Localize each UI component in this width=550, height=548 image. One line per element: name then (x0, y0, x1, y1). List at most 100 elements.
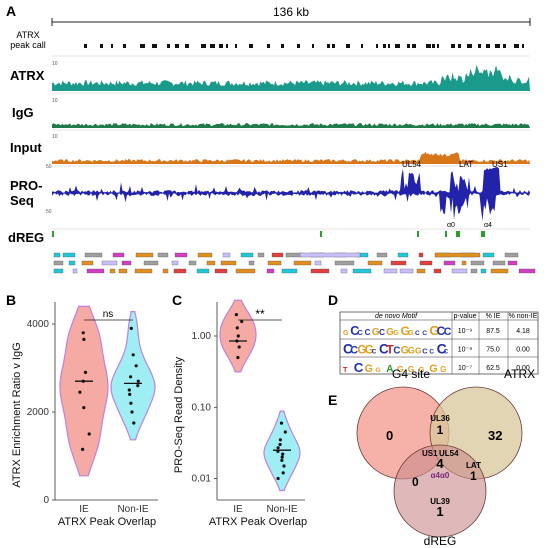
data-point (281, 452, 285, 456)
motif-header: de novo Motif (375, 313, 418, 320)
panel-c: C PRO-Seq Read Density ATRX Peak Overlap… (172, 292, 307, 528)
panel-c-tick-nonie: Non-IE (266, 504, 297, 515)
venn-label-us1: US1 (422, 449, 438, 458)
venn-count-atrx-only: 32 (488, 428, 502, 443)
venn-count-atrx-dreg: 1 (470, 469, 477, 483)
motif-letter: C (350, 345, 358, 357)
panel-a-letter: A (6, 3, 16, 19)
data-point (236, 334, 240, 338)
data-point (87, 432, 91, 436)
motif-pct-nonie: 0.00 (516, 365, 530, 372)
motif-letter: G (401, 324, 410, 338)
data-point (81, 447, 85, 451)
track-label-dreg: dREG (8, 230, 44, 245)
motif-letter: A (386, 364, 393, 375)
peak-call-label-1: ATRX (16, 30, 39, 40)
venn-set-dreg: dREG (424, 534, 457, 548)
motif-letter: T (343, 366, 348, 374)
data-point (280, 458, 284, 462)
data-point (131, 353, 135, 357)
panel-c-sig-label: ** (255, 307, 265, 321)
motif-letter: C (350, 324, 359, 338)
panel-c-ytick-label: 1.00 (192, 331, 212, 342)
data-point (127, 388, 131, 392)
gene-label-ul54: UL54 (402, 160, 422, 169)
motif-letter: G (440, 365, 446, 374)
venn-label-a4a0: α4α0 (431, 471, 450, 480)
gene-label-lat: LAT (459, 160, 473, 169)
motif-pvalue: 10⁻⁹ (458, 328, 472, 335)
gene-label-a4: α4 (484, 222, 492, 229)
panel-b-violins (59, 305, 156, 477)
data-point (128, 392, 132, 396)
data-point (82, 337, 86, 341)
venn-count-g4-only: 0 (386, 428, 393, 443)
pro-pos-scale: 50 (46, 164, 52, 170)
motif-pvalue: 10⁻⁹ (458, 347, 472, 354)
motif-letter: G (408, 346, 415, 356)
motif-letter: G (357, 343, 366, 357)
data-point (278, 442, 282, 447)
data-point (280, 455, 284, 459)
motif-letter: C (393, 346, 400, 357)
data-point (83, 370, 88, 374)
panel-e-letter: E (328, 392, 337, 408)
panel-b-tick-ie: IE (79, 504, 89, 515)
proseq-plus-signal (52, 167, 530, 193)
data-point (278, 438, 282, 442)
track-label-igg: IgG (12, 105, 34, 120)
panel-b-ylabel: ATRX Enrichment Ratio v IgG (11, 342, 23, 487)
motif-letter: G (419, 365, 425, 374)
panel-c-letter: C (172, 292, 182, 308)
scale-bar-label: 136 kb (273, 5, 309, 19)
venn-count-g4-atrx: 1 (437, 423, 444, 437)
motif-letter: C (354, 360, 364, 375)
panel-b-ytick-label: 0 (43, 495, 49, 506)
motif-letter: C (444, 326, 452, 338)
pro-neg-scale: 50 (46, 209, 52, 215)
igg-signal (52, 123, 530, 128)
panel-b-letter: B (6, 292, 16, 308)
data-point (237, 345, 241, 349)
motif-letter: C (437, 341, 447, 357)
panel-b-ytick-label: 4000 (27, 319, 50, 330)
atrx-scale: 10 (52, 61, 58, 67)
motif-letter: G (375, 367, 380, 374)
panel-c-ylabel: PRO-Seq Read Density (173, 356, 185, 473)
panel-c-ytick-label: 0.10 (192, 402, 212, 413)
igg-scale: 10 (52, 98, 58, 104)
proseq-minus-signal (52, 193, 530, 221)
motif-letter: G (397, 364, 404, 374)
motif-letter: C (429, 349, 434, 356)
data-point (235, 326, 239, 330)
motif-letter: C (365, 328, 371, 337)
motif-letter: C (437, 324, 446, 338)
motif-pct-ie: 87.5 (486, 328, 500, 335)
motif-letter: C (379, 327, 385, 337)
peak-call-label-2: peak call (10, 40, 46, 50)
motif-pvalue: 10⁻⁷ (458, 365, 472, 372)
venn-set-g4: G4 site (392, 367, 430, 381)
motif-pct-nonie: 4.18 (516, 328, 530, 335)
venn-label-lat: LAT (466, 461, 481, 470)
pvalue-header: p-value (454, 313, 477, 320)
panel-d-letter: D (328, 292, 338, 308)
motif-letter: G (365, 343, 374, 357)
peak-call-marks (84, 44, 524, 48)
data-point (134, 364, 138, 368)
data-point (81, 331, 85, 335)
data-point (276, 476, 280, 481)
motif-pct-ie: 75.0 (486, 347, 500, 354)
panel-b-sig-label: ns (103, 309, 114, 320)
data-point (136, 384, 140, 388)
motif-pct-ie: 62.5 (486, 365, 500, 372)
violin-shape (59, 305, 109, 477)
panel-b-ticks: 0 2000 4000 (27, 319, 55, 506)
track-label-proseq-1: PRO- (10, 178, 43, 193)
data-point (130, 410, 134, 414)
motif-letter: G (415, 346, 422, 356)
motif-letter: G (408, 328, 414, 337)
data-point (78, 390, 82, 394)
